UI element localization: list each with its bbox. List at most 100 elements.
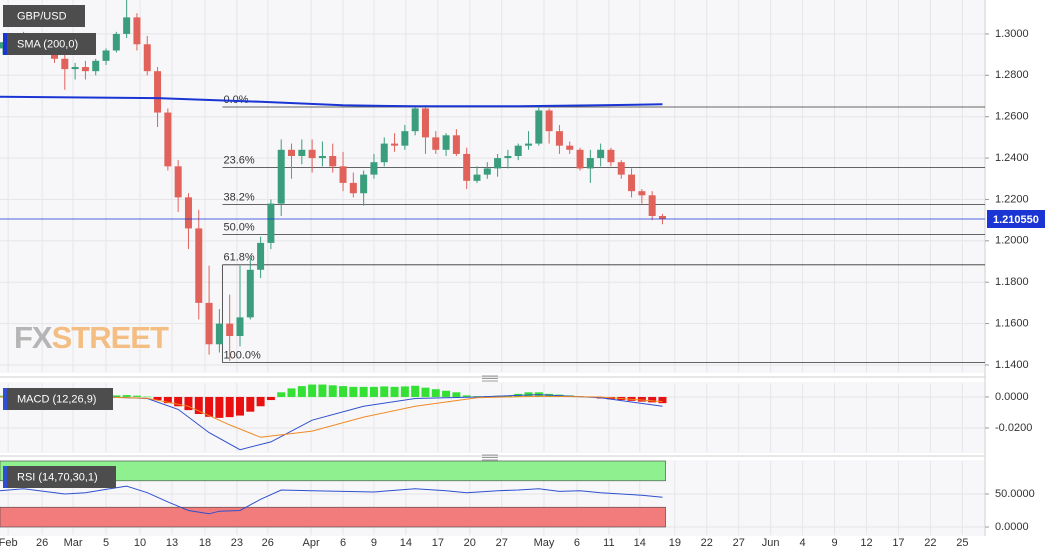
macd-bar xyxy=(143,396,152,398)
indicator-title: MACD (12,26,9) xyxy=(17,393,96,405)
macd-bar xyxy=(132,395,141,397)
candle-body xyxy=(195,228,203,303)
macd-bar xyxy=(658,396,667,404)
rsi-line xyxy=(0,485,663,515)
y-tick-label: 1.1600 xyxy=(995,317,1029,329)
x-tick-label: 17 xyxy=(432,537,444,549)
candle-body xyxy=(638,191,646,196)
macd-bar xyxy=(235,396,244,416)
fib-label: 50.0% xyxy=(223,222,254,234)
legend-box xyxy=(3,33,96,55)
candle-body xyxy=(576,149,584,169)
candle-body xyxy=(473,174,481,181)
y-tick-label: 1.1800 xyxy=(995,276,1029,288)
candle-body xyxy=(514,145,522,156)
x-tick-label: 23 xyxy=(231,537,243,549)
candle-body xyxy=(154,71,162,113)
candle-body xyxy=(658,216,666,219)
candle-body xyxy=(483,168,491,175)
watermark-part: STREET xyxy=(52,320,169,355)
macd-bar xyxy=(452,392,461,397)
macd-bar xyxy=(174,396,183,407)
x-tick-label: 25 xyxy=(956,537,968,549)
candle-body xyxy=(339,166,347,183)
y-tick-label: 1.3000 xyxy=(995,28,1029,40)
y-tick-label: 1.1400 xyxy=(995,359,1029,371)
macd-bar xyxy=(411,385,420,397)
macd-bar xyxy=(163,396,172,404)
candle-body xyxy=(164,112,172,167)
macd-bar xyxy=(153,396,162,401)
pane-grip[interactable] xyxy=(482,454,498,461)
candle-body xyxy=(246,269,254,318)
x-tick-label: 5 xyxy=(103,537,109,549)
chart-title: GBP/USD xyxy=(17,10,67,22)
x-tick-label: 13 xyxy=(166,537,178,549)
fib-label: 100.0% xyxy=(223,349,261,361)
y-tick-label: 1.2400 xyxy=(995,152,1029,164)
watermark: FXSTREET xyxy=(14,320,169,355)
macd-bar xyxy=(431,389,440,397)
y-tick-label: 0.0000 xyxy=(995,391,1029,403)
x-tick-label: 11 xyxy=(603,537,614,549)
x-tick-label: 27 xyxy=(496,537,508,549)
candle-body xyxy=(452,135,460,154)
candle-body xyxy=(597,149,605,159)
fib-label: 61.8% xyxy=(223,252,254,264)
indicator-title: RSI (14,70,30,1) xyxy=(17,471,98,483)
candle-body xyxy=(504,156,512,159)
macd-bar xyxy=(225,396,234,418)
legend-swatch xyxy=(3,466,7,488)
macd-bar xyxy=(349,386,358,397)
candle-body xyxy=(174,166,182,198)
x-tick-label: 22 xyxy=(701,537,713,549)
y-tick-label: 0.0000 xyxy=(995,521,1029,533)
candle-body xyxy=(318,156,326,159)
rsi-band xyxy=(0,506,666,528)
x-tick-label: 6 xyxy=(574,537,580,549)
candle-body xyxy=(525,143,533,146)
fib-label: 23.6% xyxy=(223,154,254,166)
x-tick-label: 6 xyxy=(340,537,346,549)
macd-bar xyxy=(194,396,203,415)
y-tick-label: 1.2600 xyxy=(995,111,1029,123)
candle-body xyxy=(288,149,296,156)
macd-bar xyxy=(648,396,657,403)
macd-bar xyxy=(637,396,646,402)
macd-bar xyxy=(400,386,409,397)
candle-body xyxy=(226,323,234,336)
fib-label: 0.0% xyxy=(223,94,248,106)
x-tick-label: 27 xyxy=(733,537,745,549)
candle-body xyxy=(267,203,275,243)
sma-line xyxy=(0,95,663,108)
candle-body xyxy=(586,158,594,169)
candle-body xyxy=(61,58,69,70)
legend-swatch xyxy=(3,388,7,410)
macd-line xyxy=(0,395,663,438)
candle-body xyxy=(308,149,316,159)
y-tick-label: 1.2000 xyxy=(995,235,1029,247)
candle-body xyxy=(71,67,79,70)
macd-bar xyxy=(369,386,378,397)
candle-body xyxy=(432,137,440,150)
candle-body xyxy=(566,145,574,150)
candle-body xyxy=(360,174,368,194)
x-tick-label: 10 xyxy=(134,537,146,549)
x-tick-label: 9 xyxy=(371,537,377,549)
candle-body xyxy=(545,110,553,132)
candle-body xyxy=(329,156,337,167)
candle-body xyxy=(370,162,378,175)
x-tick-label: 22 xyxy=(924,537,936,549)
x-tick-label: 4 xyxy=(800,537,806,549)
x-tick-label: 9 xyxy=(831,537,837,549)
y-tick-label: 50.0000 xyxy=(995,488,1035,500)
macd-bar xyxy=(266,396,275,401)
legend-box xyxy=(3,466,116,488)
candle-body xyxy=(112,33,120,51)
plot-backgrounds xyxy=(0,0,986,536)
pane-grip[interactable] xyxy=(482,375,498,382)
candle-body xyxy=(215,323,223,345)
candle-body xyxy=(617,162,625,175)
x-tick-label: Apr xyxy=(303,537,320,549)
macd-bar xyxy=(297,386,306,397)
